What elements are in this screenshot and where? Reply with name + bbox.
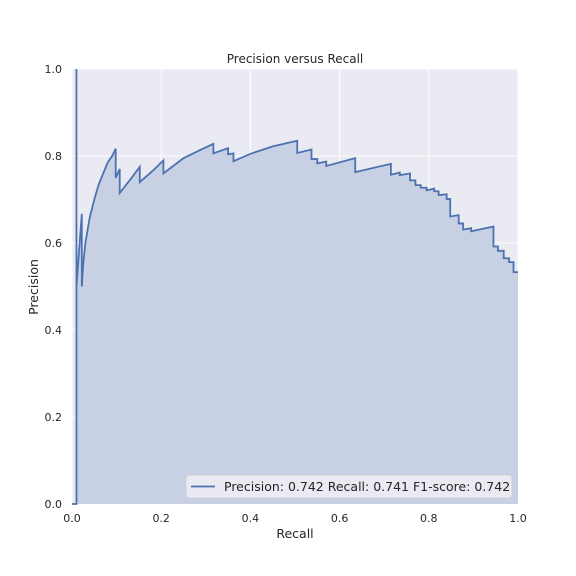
y-tick-label: 0.4 (45, 324, 63, 337)
legend-box (185, 474, 513, 499)
x-tick-label: 0.4 (242, 512, 260, 525)
y-tick-label: 0.0 (45, 498, 63, 511)
legend: Precision: 0.742 Recall: 0.741 F1-score:… (185, 474, 513, 499)
y-tick-label: 0.6 (45, 237, 63, 250)
x-tick-label: 0.8 (420, 512, 438, 525)
y-tick-label: 0.8 (45, 150, 63, 163)
x-tick-label: 0.6 (331, 512, 349, 525)
x-axis-title: Recall (276, 526, 313, 541)
precision-area-fill (72, 69, 518, 504)
x-tick-label: 0.0 (63, 512, 81, 525)
y-tick-label: 1.0 (45, 63, 63, 76)
legend-label: Precision: 0.742 Recall: 0.741 F1-score:… (224, 479, 510, 494)
chart-title: Precision versus Recall (227, 52, 364, 66)
x-tick-label: 1.0 (509, 512, 527, 525)
precision-recall-curve (72, 69, 518, 505)
y-tick-label: 0.2 (45, 411, 63, 424)
y-axis-title: Precision (26, 259, 41, 315)
y-axis-ticks: 0.0 0.2 0.4 0.6 0.8 1.0 (45, 63, 63, 511)
x-axis-ticks: 0.0 0.2 0.4 0.6 0.8 1.0 (63, 512, 527, 525)
x-tick-label: 0.2 (152, 512, 170, 525)
